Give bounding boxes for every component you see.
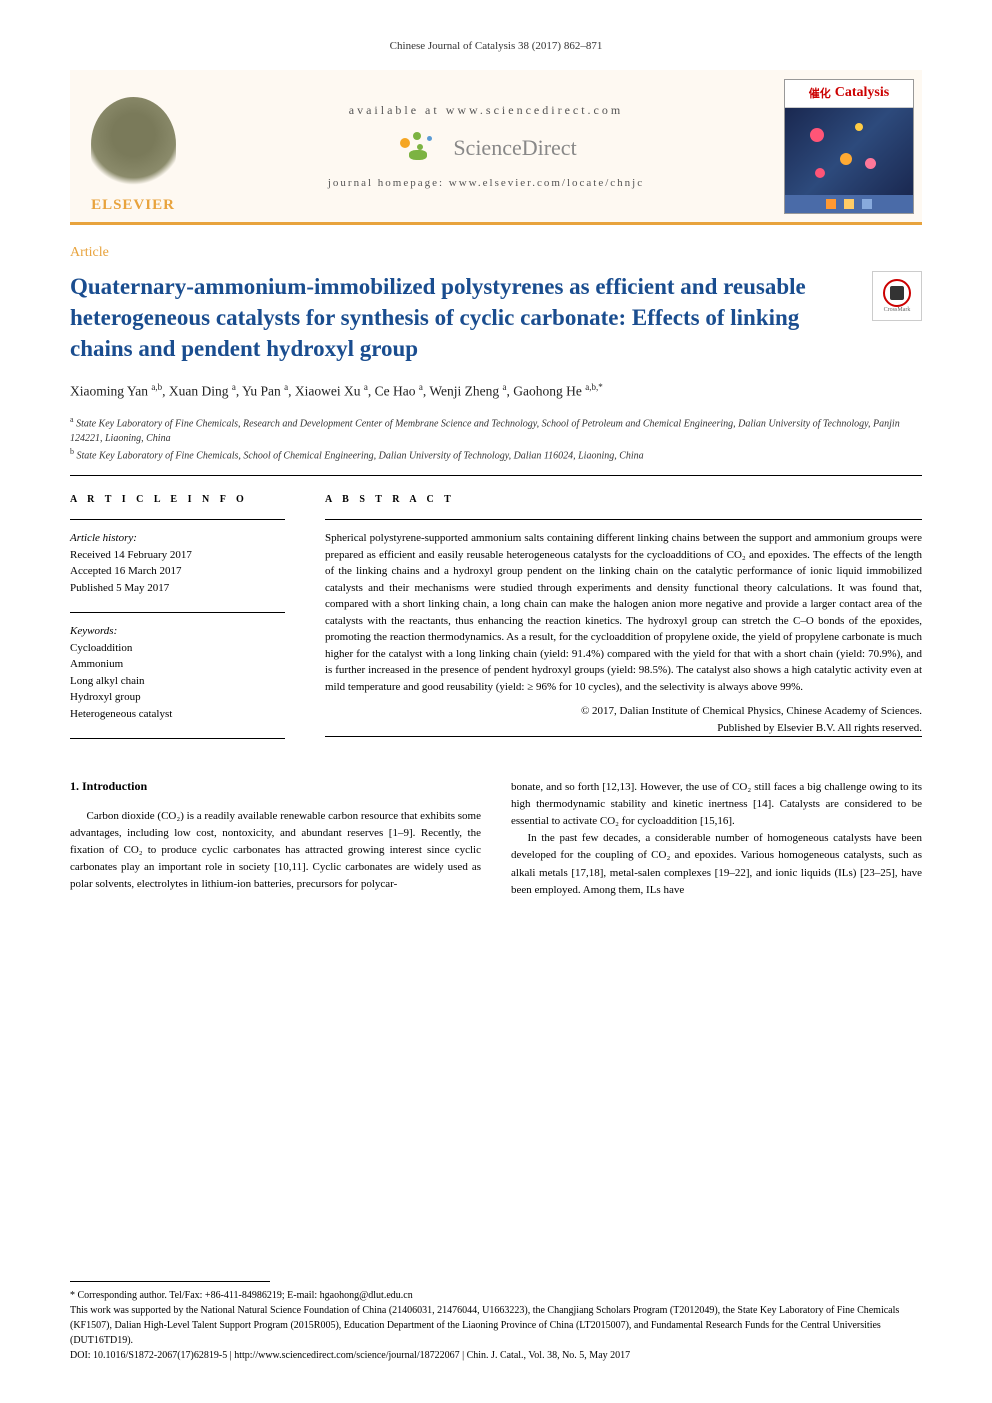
crossmark-badge[interactable]: CrossMark — [872, 271, 922, 321]
copyright-block: © 2017, Dalian Institute of Chemical Phy… — [325, 703, 922, 736]
journal-banner: ELSEVIER available at www.sciencedirect.… — [70, 70, 922, 225]
sciencedirect-text: ScienceDirect — [453, 135, 576, 161]
paragraph: bonate, and so forth [12,13]. However, t… — [511, 779, 922, 830]
catalysis-footer — [785, 195, 913, 213]
available-at-text: available at www.sciencedirect.com — [349, 103, 623, 118]
sciencedirect-logo: ScienceDirect — [395, 130, 576, 165]
keyword: Ammonium — [70, 656, 285, 673]
divider — [70, 475, 922, 476]
catalysis-cn-label: 催化 — [809, 85, 831, 101]
body-column-right: bonate, and so forth [12,13]. However, t… — [511, 779, 922, 898]
journal-citation: Chinese Journal of Catalysis 38 (2017) 8… — [70, 40, 922, 52]
catalysis-header: 催化 Catalysis — [785, 80, 913, 108]
funding-info: This work was supported by the National … — [70, 1303, 922, 1348]
abstract-text: Spherical polystyrene-supported ammonium… — [325, 530, 922, 695]
history-line: Received 14 February 2017 — [70, 547, 285, 564]
footer-icon — [826, 199, 836, 209]
history-line: Accepted 16 March 2017 — [70, 563, 285, 580]
corresponding-author: * Corresponding author. Tel/Fax: +86-411… — [70, 1288, 922, 1303]
elsevier-tree-icon — [91, 97, 176, 192]
footer-section: * Corresponding author. Tel/Fax: +86-411… — [70, 1281, 922, 1363]
article-info-column: A R T I C L E I N F O Article history: R… — [70, 494, 285, 749]
catalysis-en-label: Catalysis — [835, 85, 889, 101]
elsevier-logo: ELSEVIER — [78, 79, 188, 214]
keywords-title: Keywords: — [70, 623, 285, 640]
article-history-block: Article history: Received 14 February 20… — [70, 530, 285, 596]
divider — [325, 736, 922, 737]
elsevier-label: ELSEVIER — [91, 197, 175, 214]
copyright-line: Published by Elsevier B.V. All rights re… — [325, 720, 922, 737]
abstract-header: A B S T R A C T — [325, 494, 922, 505]
body-columns: 1. Introduction Carbon dioxide (CO₂) is … — [70, 779, 922, 898]
crossmark-label: CrossMark — [884, 307, 911, 313]
keyword: Cycloaddition — [70, 640, 285, 657]
copyright-line: © 2017, Dalian Institute of Chemical Phy… — [325, 703, 922, 720]
keyword: Heterogeneous catalyst — [70, 706, 285, 723]
divider — [325, 519, 922, 520]
keywords-block: Keywords: Cycloaddition Ammonium Long al… — [70, 623, 285, 722]
keyword: Long alkyl chain — [70, 673, 285, 690]
article-info-header: A R T I C L E I N F O — [70, 494, 285, 505]
article-title: Quaternary-ammonium-immobilized polystyr… — [70, 271, 857, 364]
doi-info: DOI: 10.1016/S1872-2067(17)62819-5 | htt… — [70, 1348, 922, 1363]
body-text: bonate, and so forth [12,13]. However, t… — [511, 779, 922, 898]
catalysis-cover-image — [785, 108, 913, 195]
footer-divider — [70, 1281, 270, 1282]
abstract-column: A B S T R A C T Spherical polystyrene-su… — [325, 494, 922, 749]
footer-icon — [844, 199, 854, 209]
introduction-heading: 1. Introduction — [70, 779, 481, 794]
info-abstract-row: A R T I C L E I N F O Article history: R… — [70, 494, 922, 749]
divider — [70, 519, 285, 520]
history-line: Published 5 May 2017 — [70, 580, 285, 597]
sciencedirect-icon — [395, 130, 445, 165]
history-title: Article history: — [70, 530, 285, 547]
body-text: Carbon dioxide (CO₂) is a readily availa… — [70, 808, 481, 893]
catalysis-journal-cover: 催化 Catalysis — [784, 79, 914, 214]
crossmark-icon — [883, 279, 911, 307]
authors-list: Xiaoming Yan a,b, Xuan Ding a, Yu Pan a,… — [70, 382, 922, 400]
footer-icon — [862, 199, 872, 209]
journal-homepage-text: journal homepage: www.elsevier.com/locat… — [328, 177, 644, 189]
divider — [70, 612, 285, 613]
affiliations: a State Key Laboratory of Fine Chemicals… — [70, 414, 922, 464]
divider — [70, 738, 285, 739]
paragraph: Carbon dioxide (CO₂) is a readily availa… — [70, 808, 481, 893]
keyword: Hydroxyl group — [70, 689, 285, 706]
body-column-left: 1. Introduction Carbon dioxide (CO₂) is … — [70, 779, 481, 898]
article-type-label: Article — [70, 245, 922, 261]
banner-center: available at www.sciencedirect.com Scien… — [188, 103, 784, 189]
title-row: Quaternary-ammonium-immobilized polystyr… — [70, 271, 922, 364]
paragraph: In the past few decades, a considerable … — [511, 830, 922, 898]
